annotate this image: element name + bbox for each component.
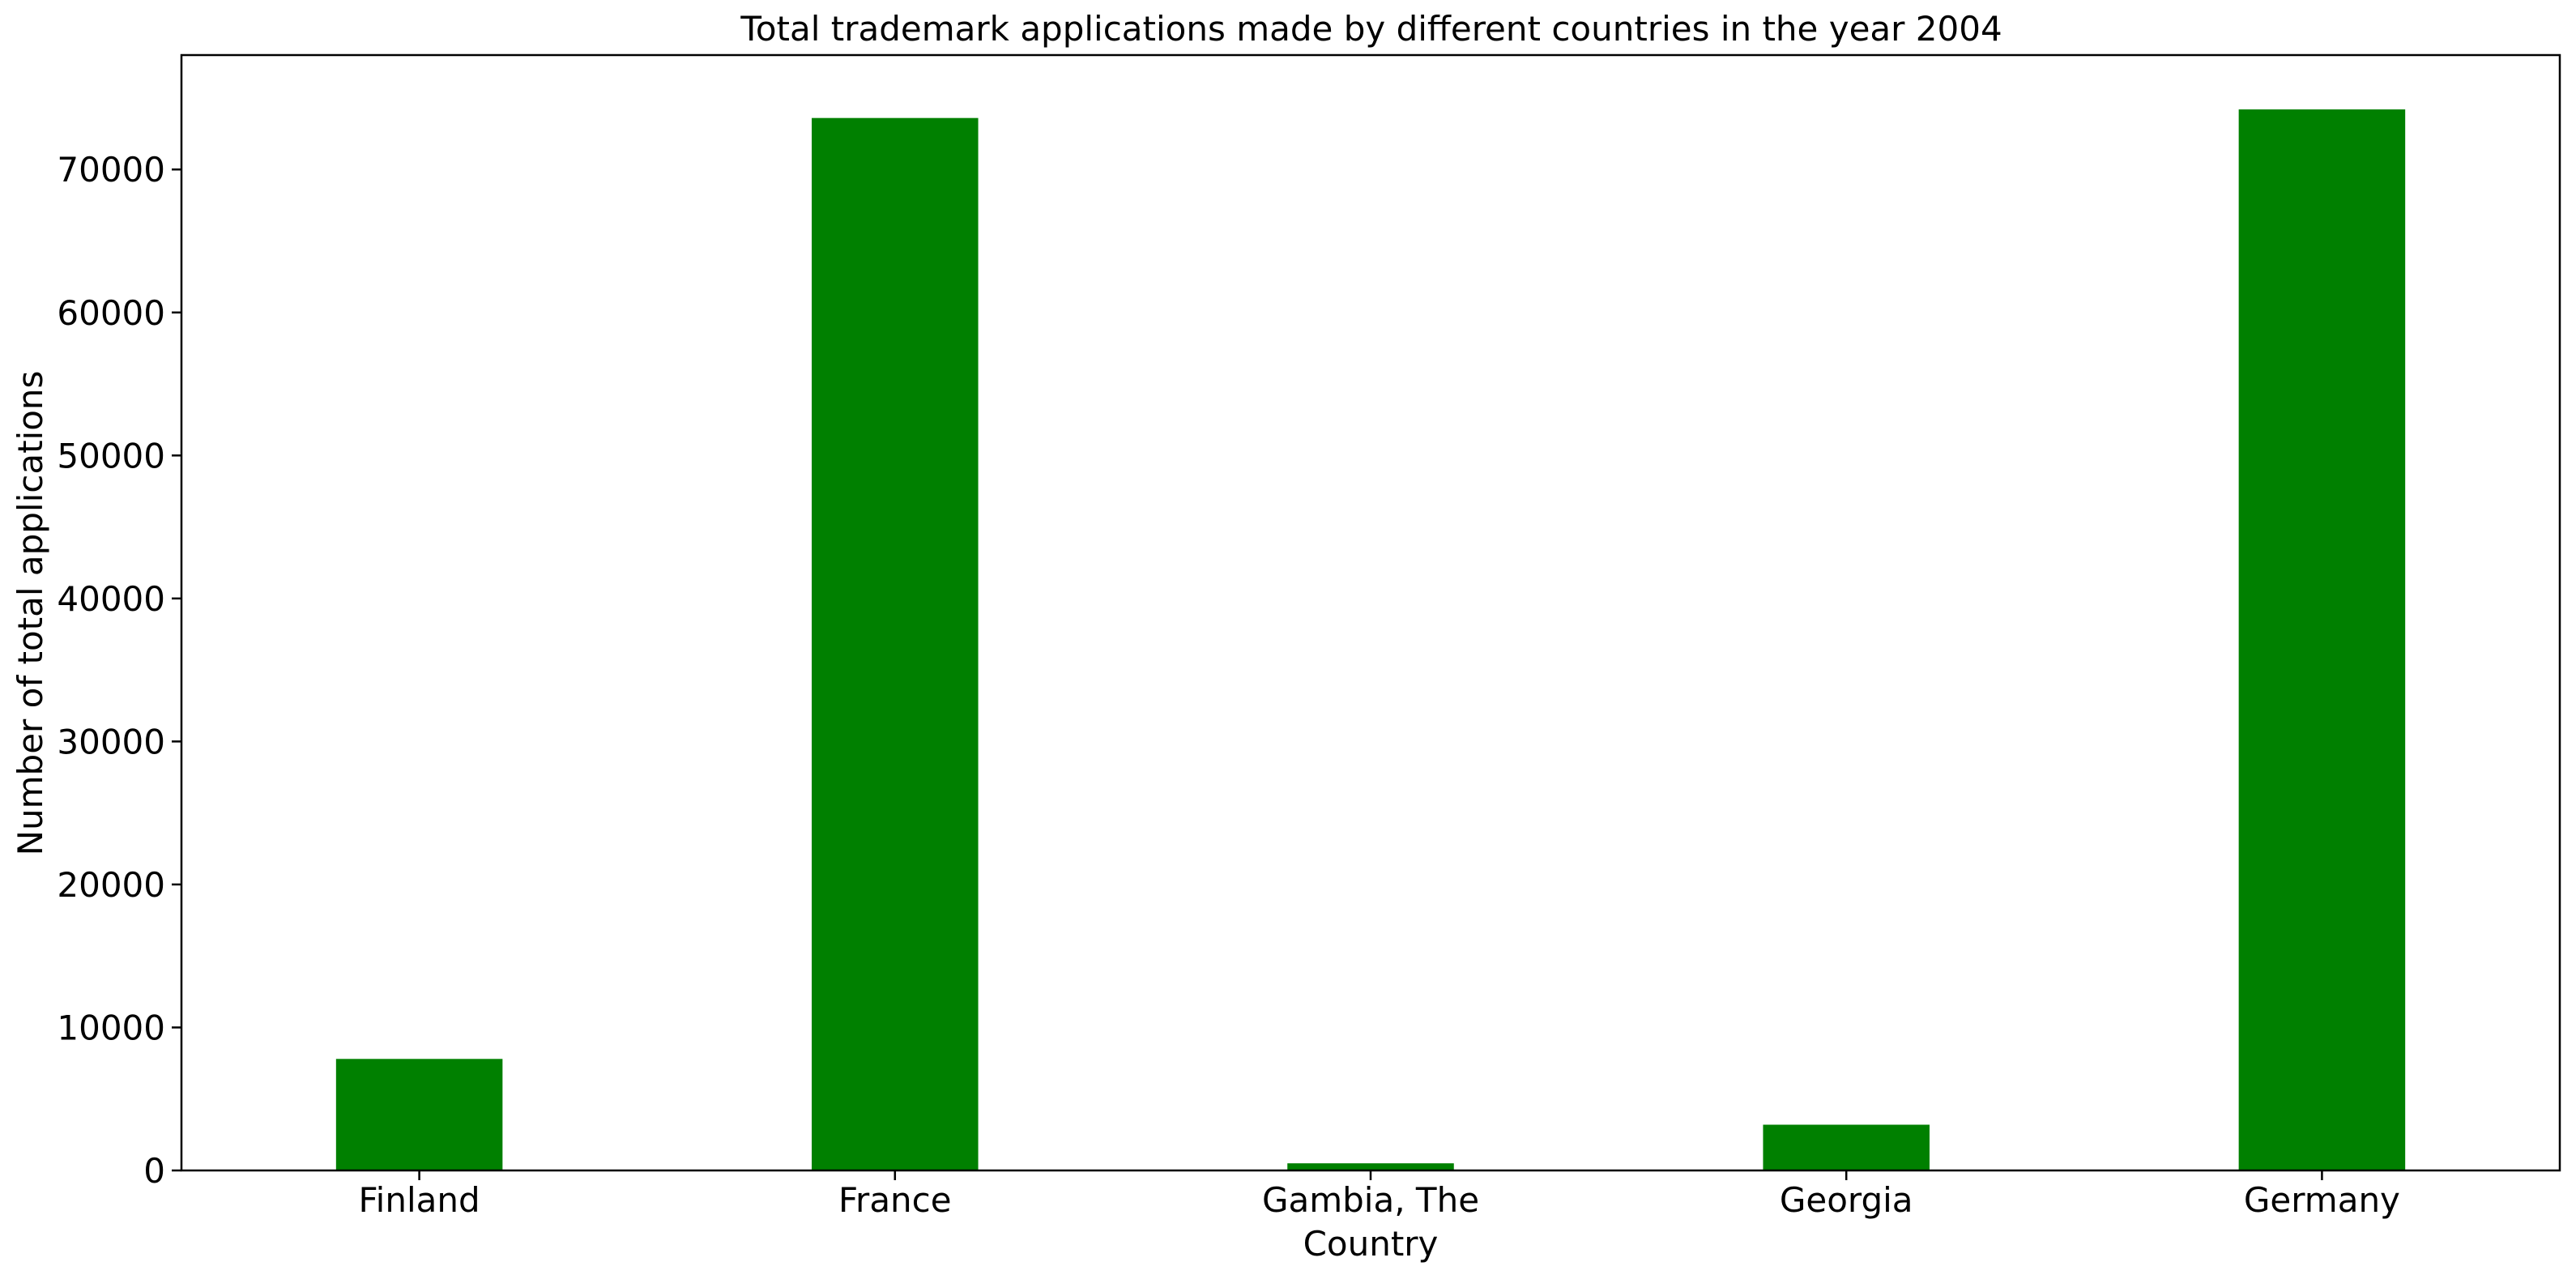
y-tick-label: 60000: [57, 293, 165, 333]
x-tick-label: Gambia, The: [1262, 1180, 1479, 1220]
y-axis-label: Number of total applications: [11, 371, 50, 856]
bar-georgia: [1763, 1124, 1930, 1170]
bar-finland: [335, 1059, 503, 1170]
y-tick-label: 0: [143, 1151, 165, 1191]
x-tick-label: France: [838, 1180, 952, 1220]
x-axis-label: Country: [1303, 1224, 1439, 1264]
x-tick-label: Germany: [2244, 1180, 2400, 1220]
bar-germany: [2238, 109, 2406, 1171]
bar-france: [812, 117, 979, 1171]
y-tick-label: 50000: [57, 436, 165, 475]
y-tick-label: 40000: [57, 579, 165, 619]
y-tick-label: 10000: [57, 1008, 165, 1047]
bar-gambia-the: [1287, 1163, 1454, 1170]
y-tick-label: 70000: [57, 150, 165, 190]
x-axis: Finland France Gambia, The Georgia Germany: [359, 1170, 2400, 1220]
y-tick-label: 20000: [57, 865, 165, 905]
plot-area: [335, 109, 2406, 1171]
chart-title: Total trademark applications made by dif…: [740, 9, 2002, 49]
x-tick-label: Georgia: [1780, 1180, 1913, 1220]
y-tick-label: 30000: [57, 722, 165, 761]
y-axis: 0 10000 20000 30000 40000 50000 60000 70000: [57, 150, 181, 1191]
x-tick-label: Finland: [359, 1180, 480, 1220]
